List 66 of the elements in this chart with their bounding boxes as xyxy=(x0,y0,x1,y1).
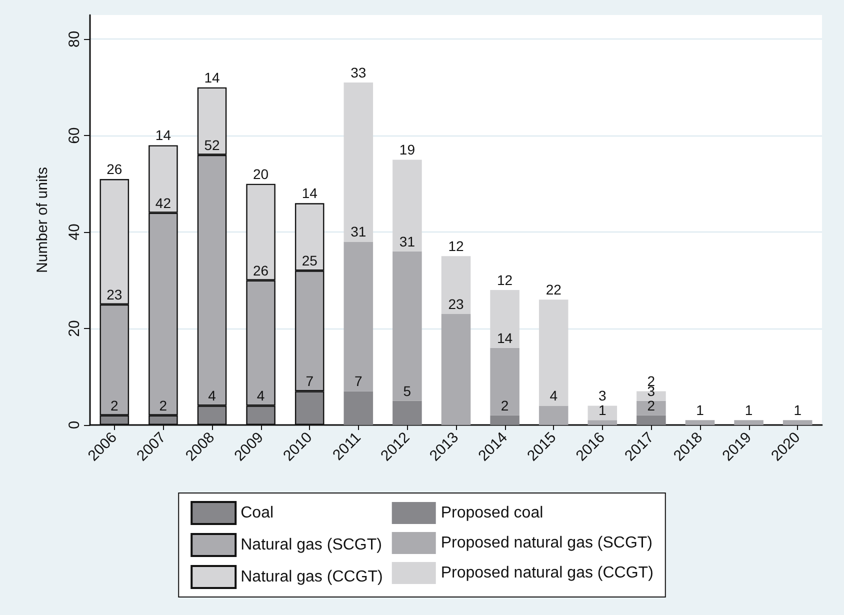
data-label: 26 xyxy=(106,161,122,177)
bar xyxy=(588,420,618,425)
y-tick-label: 80 xyxy=(66,30,83,48)
bar xyxy=(392,160,422,252)
bar xyxy=(685,420,715,425)
data-label: 25 xyxy=(302,252,318,269)
data-label: 2 xyxy=(647,397,656,414)
bar xyxy=(392,400,422,425)
y-tick-label: 40 xyxy=(66,224,83,240)
data-label: 1 xyxy=(696,402,704,418)
bar xyxy=(636,415,666,425)
data-label: 5 xyxy=(403,382,412,399)
data-label: 31 xyxy=(399,233,416,250)
bar xyxy=(538,300,568,406)
legend-label: Proposed natural gas (CCGT) xyxy=(440,564,654,582)
bar xyxy=(441,314,471,425)
data-label: 23 xyxy=(448,296,464,312)
data-label: 20 xyxy=(253,166,269,182)
data-label: 7 xyxy=(354,373,362,390)
data-label: 14 xyxy=(204,69,220,86)
bar xyxy=(636,400,666,416)
data-label: 4 xyxy=(256,388,265,404)
data-label: 19 xyxy=(399,142,416,158)
data-label: 23 xyxy=(106,286,122,302)
bar xyxy=(490,415,520,425)
y-axis-title: Number of units xyxy=(34,167,51,273)
data-label: 2 xyxy=(500,397,509,414)
data-label: 2 xyxy=(159,397,168,414)
data-label: 52 xyxy=(204,136,220,153)
data-label: 4 xyxy=(208,388,216,404)
data-label: 14 xyxy=(302,185,318,202)
y-tick-label: 0 xyxy=(66,420,83,430)
bar xyxy=(782,420,812,425)
data-label: 22 xyxy=(546,282,562,298)
bar xyxy=(392,251,422,401)
bar xyxy=(588,406,618,420)
data-label: 12 xyxy=(448,238,464,254)
data-label: 7 xyxy=(306,373,314,390)
legend-label: Proposed natural gas (SCGT) xyxy=(440,534,653,552)
y-tick-label: 60 xyxy=(66,127,83,144)
data-label: 12 xyxy=(497,272,513,288)
data-label: 4 xyxy=(550,388,558,404)
data-label: 42 xyxy=(155,194,172,211)
bar xyxy=(344,242,374,392)
data-label: 26 xyxy=(253,262,269,278)
data-label: 14 xyxy=(497,330,513,346)
bar xyxy=(344,391,374,425)
data-label: 33 xyxy=(350,64,366,81)
y-tick-label: 20 xyxy=(66,320,83,337)
data-label: 14 xyxy=(155,127,172,144)
data-label: 1 xyxy=(598,402,606,418)
legend-label: Coal xyxy=(240,504,274,522)
bar xyxy=(734,420,764,425)
bar xyxy=(490,290,520,348)
data-label: 1 xyxy=(794,402,802,418)
bar xyxy=(344,82,374,242)
bar xyxy=(441,256,471,314)
legend-label: Proposed coal xyxy=(440,504,544,522)
legend-label: Natural gas (CCGT) xyxy=(240,568,383,586)
legend-label: Natural gas (SCGT) xyxy=(240,536,382,554)
data-label: 3 xyxy=(598,388,606,404)
data-label: 2 xyxy=(110,397,118,414)
data-label: 31 xyxy=(350,224,366,240)
data-label: 1 xyxy=(744,402,753,418)
bar xyxy=(490,348,520,416)
bar xyxy=(538,406,568,425)
